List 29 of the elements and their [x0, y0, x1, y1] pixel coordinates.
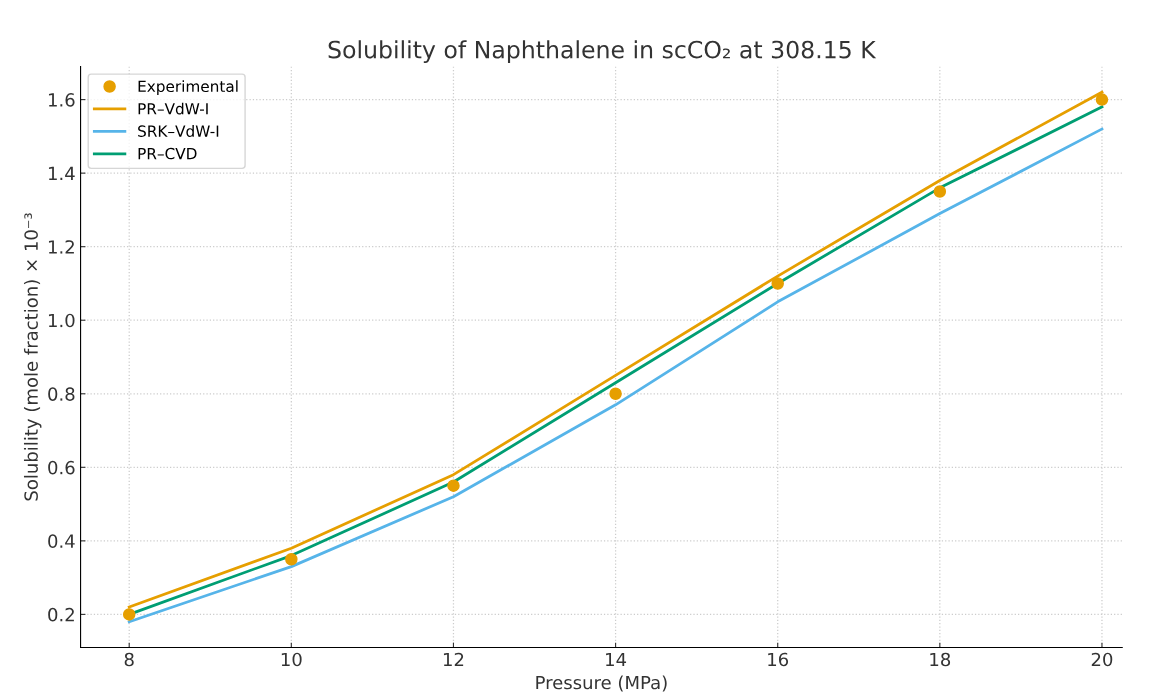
legend-label: Experimental	[138, 80, 238, 96]
point	[447, 479, 460, 492]
x-tick-label: 12	[443, 652, 464, 667]
point	[771, 277, 784, 290]
point	[1095, 93, 1109, 106]
point	[609, 387, 622, 401]
y-tick-label: 1.4	[48, 166, 75, 180]
legend-label: SRK–VdW-I	[138, 125, 219, 137]
point	[122, 608, 136, 621]
y-axis-title: Solubility (mole fraction) × 10⁻³	[23, 213, 42, 501]
point	[933, 185, 947, 198]
x-tick-label: 8	[124, 652, 134, 667]
legend-label: PR–VdW-I	[138, 102, 208, 115]
point	[285, 552, 298, 566]
x-tick-label: 10	[281, 652, 302, 667]
y-tick-label: 1.6	[48, 93, 75, 107]
x-axis-title: Pressure (MPa)	[536, 675, 667, 692]
y-tick-label: 1.2	[48, 240, 74, 254]
x-tick-label: 18	[930, 652, 951, 667]
y-tick-label: 0.8	[48, 387, 75, 401]
x-tick-label: 20	[1091, 652, 1113, 667]
y-tick-label: 1.0	[48, 313, 75, 328]
y-tick-label: 0.4	[48, 534, 75, 548]
x-tick-label: 16	[768, 652, 789, 667]
y-tick-label: 0.6	[48, 460, 75, 475]
x-tick-label: 14	[606, 652, 627, 667]
legend-label: PR–CVD	[138, 147, 197, 160]
chart-title: Solubility of Naphthalene in scCO₂ at 308.15 K	[328, 40, 877, 64]
y-tick-label: 0.2	[48, 607, 74, 622]
